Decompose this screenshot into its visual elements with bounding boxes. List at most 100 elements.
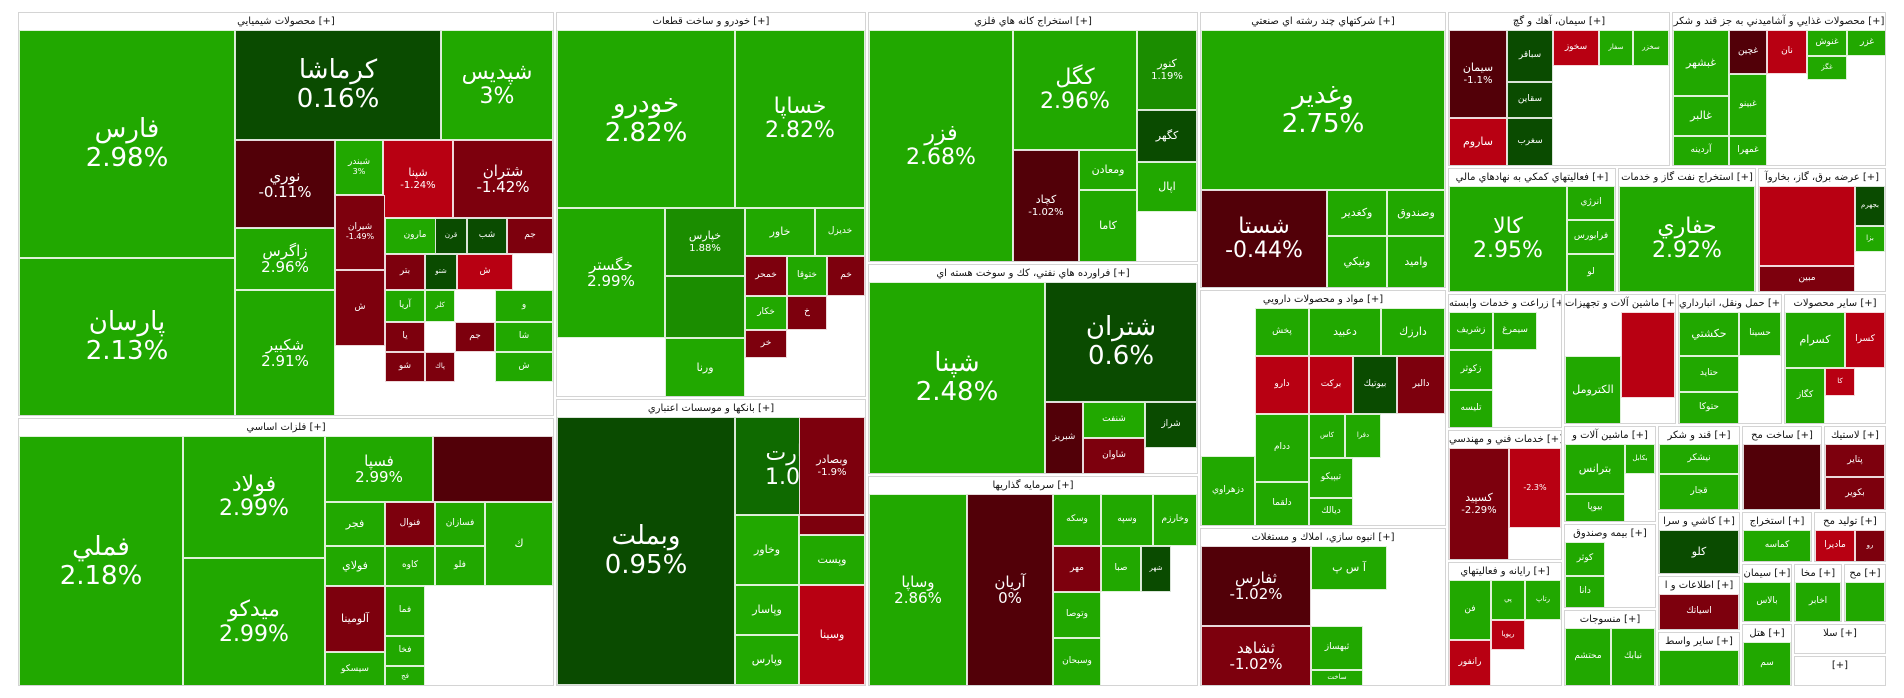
stock-tile[interactable]: بكابل bbox=[1625, 444, 1655, 474]
stock-tile[interactable]: وغدير 2.75% bbox=[1201, 30, 1445, 190]
stock-tile[interactable] bbox=[1743, 444, 1821, 509]
stock-tile[interactable]: بيوپا bbox=[1565, 494, 1625, 521]
stock-tile[interactable] bbox=[665, 276, 745, 338]
stock-tile[interactable]: خديزل bbox=[815, 208, 865, 256]
stock-tile[interactable]: وسبحان bbox=[1053, 638, 1101, 685]
stock-tile[interactable]: سيسكو bbox=[325, 652, 385, 685]
stock-tile[interactable]: وبصادر -1.9% bbox=[799, 417, 865, 515]
stock-tile[interactable]: فخا bbox=[385, 636, 425, 666]
sector-info[interactable]: اطلاعات و ا [+] اسياتك bbox=[1658, 576, 1740, 630]
stock-tile[interactable]: نيشكر bbox=[1659, 444, 1739, 474]
sector-title[interactable]: شركتهاي چند رشته اي صنعتي [+] bbox=[1201, 13, 1445, 30]
stock-tile[interactable]: دارو bbox=[1255, 356, 1309, 414]
stock-tile[interactable]: كا bbox=[1825, 368, 1855, 396]
sector-title[interactable]: سيمان، آهك و گچ [+] bbox=[1449, 13, 1669, 30]
stock-tile[interactable]: خر bbox=[745, 330, 787, 358]
sector-machinery[interactable]: ماشين آلات و تجهيزات [+] الكترومل bbox=[1564, 294, 1676, 424]
stock-tile[interactable]: سخوز bbox=[1553, 30, 1599, 66]
stock-tile[interactable]: دلقما bbox=[1255, 482, 1309, 525]
stock-tile[interactable]: كگاز bbox=[1785, 368, 1825, 423]
stock-tile[interactable]: جم bbox=[507, 218, 553, 254]
stock-tile[interactable]: بالاس bbox=[1743, 582, 1791, 621]
stock-tile[interactable]: ونيكي bbox=[1327, 236, 1387, 287]
stock-tile[interactable]: قرن bbox=[435, 218, 467, 254]
sector-sugar[interactable]: قند و شكر [+] نيشكر قجار bbox=[1658, 426, 1740, 510]
stock-tile[interactable]: زشريف bbox=[1449, 312, 1493, 350]
stock-tile[interactable]: آريا bbox=[385, 290, 425, 322]
sector-title[interactable]: مخا [+] bbox=[1795, 565, 1841, 582]
stock-tile[interactable]: وتوصا bbox=[1053, 592, 1101, 638]
stock-tile[interactable]: وبملت 0.95% bbox=[557, 417, 735, 685]
sector-food[interactable]: محصولات غذايي و آشاميدني به جز قند و شكر… bbox=[1672, 12, 1886, 166]
sector-production[interactable]: توليد مح [+] مادیرا رو bbox=[1814, 512, 1886, 562]
stock-tile[interactable]: سغرب bbox=[1507, 118, 1553, 165]
stock-tile[interactable]: تيپيكو bbox=[1309, 458, 1353, 498]
stock-tile[interactable]: مهر bbox=[1053, 546, 1101, 592]
sector-title[interactable]: حمل ونقل، انبارداري [+] bbox=[1679, 295, 1781, 312]
stock-tile[interactable]: غچين bbox=[1729, 30, 1767, 74]
sector-other-products[interactable]: ساير محصولات [+] كسرام كسرا كگاز كا bbox=[1784, 294, 1886, 424]
stock-tile[interactable]: آلومينا bbox=[325, 586, 385, 652]
stock-tile[interactable]: پخش bbox=[1255, 308, 1309, 356]
sector-multi-industry[interactable]: شركتهاي چند رشته اي صنعتي [+] وغدير 2.75% ش… bbox=[1200, 12, 1446, 288]
stock-tile[interactable]: وپارس bbox=[735, 635, 799, 685]
stock-tile[interactable]: وپاسار bbox=[735, 585, 799, 635]
sector-computer[interactable]: رايانه و فعاليتهاي [+] فن پي رتاپ رانفور رپوي… bbox=[1448, 562, 1562, 686]
stock-tile[interactable]: فملي 2.18% bbox=[19, 436, 183, 685]
stock-tile[interactable]: كلر bbox=[425, 290, 455, 322]
sector-title[interactable]: ساير محصولات [+] bbox=[1785, 295, 1885, 312]
stock-tile[interactable]: اپال bbox=[1137, 162, 1197, 212]
sector-pharma[interactable]: مواد و محصولات دارويي [+] پخش دعبيد دارزك دا… bbox=[1200, 290, 1446, 526]
stock-tile[interactable]: وخارزم bbox=[1153, 494, 1197, 546]
sector-title[interactable]: [+] bbox=[1795, 657, 1885, 674]
stock-tile[interactable] bbox=[799, 515, 865, 535]
stock-tile[interactable]: دعبيد bbox=[1309, 308, 1381, 356]
sector-title[interactable]: ساير واسط [+] bbox=[1659, 633, 1739, 650]
sector-telecom[interactable]: مخا [+] اخابر bbox=[1794, 564, 1842, 622]
stock-tile[interactable]: شنفت bbox=[1083, 402, 1145, 438]
stock-tile[interactable]: اخابر bbox=[1795, 582, 1841, 621]
stock-tile[interactable]: زاگرس 2.96% bbox=[235, 228, 335, 290]
sector-oil-products[interactable]: فراورده هاي نفتي، كك و سوخت هسته اي [+] ش… bbox=[868, 264, 1198, 474]
sector-title[interactable]: فراورده هاي نفتي، كك و سوخت هسته اي [+] bbox=[869, 265, 1197, 282]
sector-title[interactable]: خدمات فني و مهندسي [+] bbox=[1449, 431, 1561, 448]
sector-title[interactable]: محصولات شيميايي [+] bbox=[19, 13, 553, 30]
stock-tile[interactable]: ثفارس -1.02% bbox=[1201, 546, 1311, 626]
stock-tile[interactable]: رانفور bbox=[1449, 640, 1491, 685]
stock-tile[interactable]: شب bbox=[467, 218, 507, 254]
sector-title[interactable]: اطلاعات و ا [+] bbox=[1659, 577, 1739, 594]
stock-tile[interactable]: و bbox=[495, 290, 553, 322]
stock-tile[interactable]: شراز bbox=[1145, 402, 1197, 448]
stock-tile[interactable]: حتوكا bbox=[1679, 392, 1739, 423]
sector-other-intermediaries[interactable]: ساير واسط [+] bbox=[1658, 632, 1740, 686]
sector-title[interactable]: سيمان [+] bbox=[1743, 565, 1791, 582]
sector-cement-small[interactable]: سيمان [+] بالاس bbox=[1742, 564, 1792, 622]
stock-tile[interactable]: محتشم bbox=[1565, 628, 1611, 685]
stock-tile[interactable]: خم bbox=[827, 256, 865, 296]
stock-tile[interactable]: دانا bbox=[1565, 576, 1605, 607]
stock-tile[interactable]: خمحر bbox=[745, 256, 787, 296]
sector-oil-gas-extraction[interactable]: استخراج نفت گاز و خدمات [+] حفاري 2.92% bbox=[1618, 168, 1756, 292]
sector-title[interactable]: انبوه سازي، املاك و مستغلات [+] bbox=[1201, 529, 1445, 546]
stock-tile[interactable]: فنوال bbox=[385, 502, 435, 546]
stock-tile[interactable]: ش bbox=[457, 254, 513, 290]
sector-chemicals[interactable]: محصولات شيميايي [+] فارس 2.98% پارسان 2.13% ك… bbox=[18, 12, 554, 416]
stock-tile[interactable]: فما bbox=[385, 586, 425, 636]
stock-tile[interactable]: سيمان -1.1% bbox=[1449, 30, 1507, 118]
sector-tiles[interactable]: كاشي و سرا [+] كلو bbox=[1658, 512, 1740, 574]
stock-tile[interactable]: بزا bbox=[1855, 226, 1885, 252]
stock-tile[interactable]: خساپا 2.82% bbox=[735, 30, 865, 208]
stock-tile[interactable]: انرژي bbox=[1567, 186, 1615, 220]
stock-tile[interactable]: غگز bbox=[1807, 56, 1847, 80]
sector-misc-2[interactable]: [+] bbox=[1794, 656, 1886, 686]
sector-basic-metals[interactable]: فلزات اساسي [+] فملي 2.18% فولاد 2.99% ميدكو 2… bbox=[18, 418, 554, 686]
sector-rubber[interactable]: لاستيك [+] پتاير بكوير bbox=[1824, 426, 1886, 510]
stock-tile[interactable]: واميد bbox=[1387, 236, 1445, 287]
stock-tile[interactable]: پتاير bbox=[1825, 444, 1885, 477]
sector-investments[interactable]: سرمايه گذاريها [+] وساپا 2.86% آريان 0% وسكه و… bbox=[868, 476, 1198, 686]
sector-leather[interactable]: سلا [+] bbox=[1794, 624, 1886, 654]
sector-title[interactable]: استخراج [+] bbox=[1743, 513, 1811, 530]
sector-title[interactable]: ماشين آلات و تجهيزات [+] bbox=[1565, 295, 1675, 312]
stock-tile[interactable]: ورنا bbox=[665, 338, 745, 396]
sector-textiles[interactable]: منسوجات [+] محتشم نبابك bbox=[1564, 610, 1656, 686]
